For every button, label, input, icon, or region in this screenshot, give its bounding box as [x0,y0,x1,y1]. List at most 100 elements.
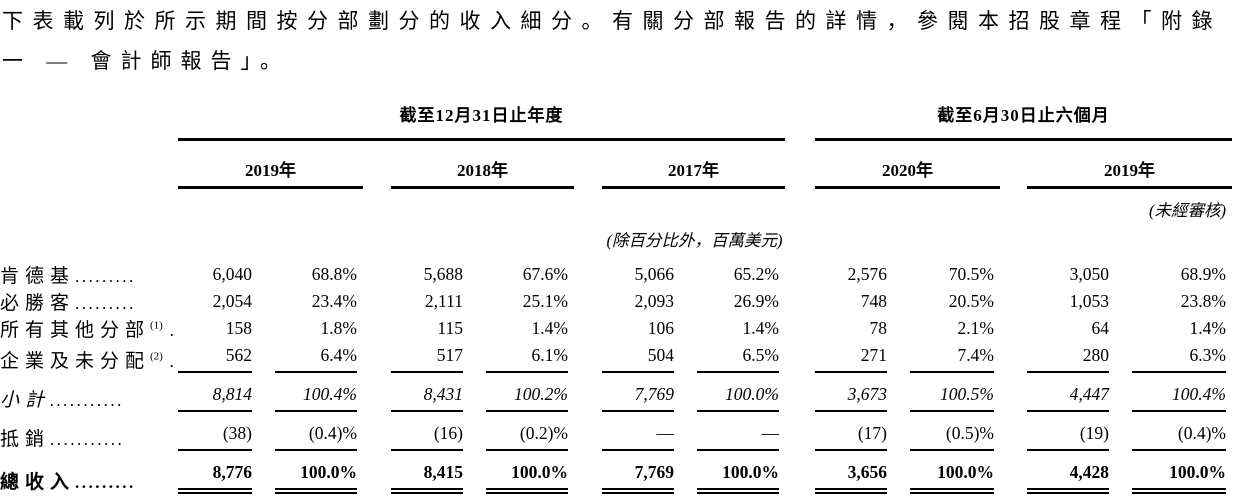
cell-percent: 100.0% [697,459,779,494]
cell-value: 7,769 [602,381,674,412]
cell-percent: 100.0% [1132,459,1226,494]
cell-percent: 23.4% [311,291,357,311]
cell-value: 4,428 [1027,459,1109,494]
cell-percent: 2.1% [957,318,994,338]
cell-value: 3,673 [815,381,887,412]
cell-percent: 6.4% [275,342,357,373]
dot-leader: ......... [75,473,136,492]
row-label-total-revenue: 總收入......... [0,472,136,493]
row-label-corporate-unallocated: 企業及未分配(2) . [0,350,177,372]
cell-value: 64 [1091,318,1110,338]
cell-percent: 26.9% [733,291,779,311]
row-label-kfc: 肯德基......... [0,266,136,287]
cell-value: (38) [178,420,252,451]
year-2020: 2020年 [815,139,1000,189]
cell-value: (16) [391,420,463,451]
unit-note-row: (除百分比外，百萬美元) [0,221,1232,261]
cell-value: 280 [1027,342,1109,373]
dot-leader: . [162,352,177,371]
cell-percent: 1.4% [531,318,568,338]
cell-value: 3,656 [815,459,887,494]
cell-value: 4,447 [1027,381,1109,412]
cell-value: 3,050 [1069,264,1109,284]
cell-value: 158 [225,318,252,338]
cell-value: (19) [1027,420,1109,451]
table-row-kfc: 肯德基......... 6,040 68.8% 5,688 67.6% 5,0… [0,261,1232,288]
cell-percent: (0.4)% [1132,420,1226,451]
unaudited-note-row: (未經審核) [0,188,1232,222]
year-header-row: 2019年 2018年 2017年 2020年 2019年 [0,139,1232,189]
cell-value: 517 [391,342,463,373]
cell-percent: 7.4% [910,342,994,373]
cell-value: 562 [178,342,252,373]
cell-percent: 100.5% [910,381,994,412]
cell-value: 2,576 [847,264,887,284]
unaudited-note: (未經審核) [1149,201,1226,220]
cell-value: 2,111 [424,291,463,311]
cell-percent: 100.0% [275,459,357,494]
unit-note: (除百分比外，百萬美元) [606,231,783,250]
table-row-total-revenue: 總收入......... 8,776 100.0% 8,415 100.0% 7… [0,451,1232,494]
cell-percent: 1.4% [1189,318,1226,338]
cell-value: 6,040 [212,264,252,284]
cell-percent: 100.2% [486,381,568,412]
cell-percent: 23.8% [1180,291,1226,311]
year-2017: 2017年 [602,139,785,189]
cell-percent: 68.8% [311,264,357,284]
cell-percent: 68.9% [1180,264,1226,284]
cell-percent: 25.1% [522,291,568,311]
row-label-pizza-hut: 必勝客......... [0,293,136,314]
cell-value: 748 [860,291,887,311]
cell-percent: 100.0% [486,459,568,494]
footnote-sup: (1) [150,319,163,332]
table-row-elimination: 抵銷........... (38) (0.4)% (16) (0.2)% — … [0,412,1232,451]
cell-value: 5,688 [423,264,463,284]
cell-value: — [602,420,674,451]
cell-value: 2,054 [212,291,252,311]
cell-value: 1,053 [1069,291,1109,311]
group-header-fy: 截至12月31日止年度 [178,101,785,141]
cell-percent: 6.5% [697,342,779,373]
dot-leader: ........... [50,430,125,449]
cell-value: 115 [437,318,463,338]
cell-value: 8,415 [391,459,463,494]
cell-value: 271 [815,342,887,373]
cell-percent: 6.1% [486,342,568,373]
cell-percent: 100.0% [697,381,779,412]
cell-percent: 1.8% [320,318,357,338]
dot-leader: . [162,321,177,340]
intro-line-2: 一 — 會計師報告」。 [2,49,290,73]
cell-percent: (0.4)% [275,420,357,451]
row-label-subtotal: 小計........... [0,390,125,411]
year-2018: 2018年 [391,139,574,189]
segment-revenue-table: 截至12月31日止年度 截至6月30日止六個月 2019年 2018年 2017… [0,101,1232,494]
cell-value: 2,093 [634,291,674,311]
table-row-all-other-segments: 所有其他分部(1) . 158 1.8% 115 1.4% 106 1.4% 7… [0,315,1232,342]
table-row-pizza-hut: 必勝客......... 2,054 23.4% 2,111 25.1% 2,0… [0,288,1232,315]
cell-percent: 65.2% [733,264,779,284]
cell-percent: (0.2)% [486,420,568,451]
intro-paragraph: 下表載列於所示期間按分部劃分的收入細分。有關分部報告的詳情，參閱本招股章程「附錄… [0,0,1238,76]
group-header-row: 截至12月31日止年度 截至6月30日止六個月 [0,101,1232,141]
cell-percent: 1.4% [742,318,779,338]
cell-value: 78 [869,318,888,338]
cell-percent: 100.0% [910,459,994,494]
cell-percent: 70.5% [948,264,994,284]
table-row-corporate-unallocated: 企業及未分配(2) . 562 6.4% 517 6.1% 504 6.5% 2… [0,342,1232,373]
table-row-subtotal: 小計........... 8,814 100.4% 8,431 100.2% … [0,373,1232,412]
footnote-sup: (2) [150,350,163,363]
row-label-all-other-segments: 所有其他分部(1) . [0,319,177,341]
cell-value: 5,066 [634,264,674,284]
row-label-elimination: 抵銷........... [0,429,125,450]
dot-leader: ......... [75,267,136,286]
cell-value: 7,769 [602,459,674,494]
cell-value: 8,431 [391,381,463,412]
intro-line-1: 下表載列於所示期間按分部劃分的收入細分。有關分部報告的詳情，參閱本招股章程「附錄 [2,9,1222,33]
cell-percent: — [697,420,779,451]
cell-percent: 20.5% [948,291,994,311]
cell-value: 106 [647,318,674,338]
cell-value: 8,814 [178,381,252,412]
group-header-6m: 截至6月30日止六個月 [815,101,1232,141]
cell-percent: 100.4% [1132,381,1226,412]
cell-percent: 67.6% [522,264,568,284]
